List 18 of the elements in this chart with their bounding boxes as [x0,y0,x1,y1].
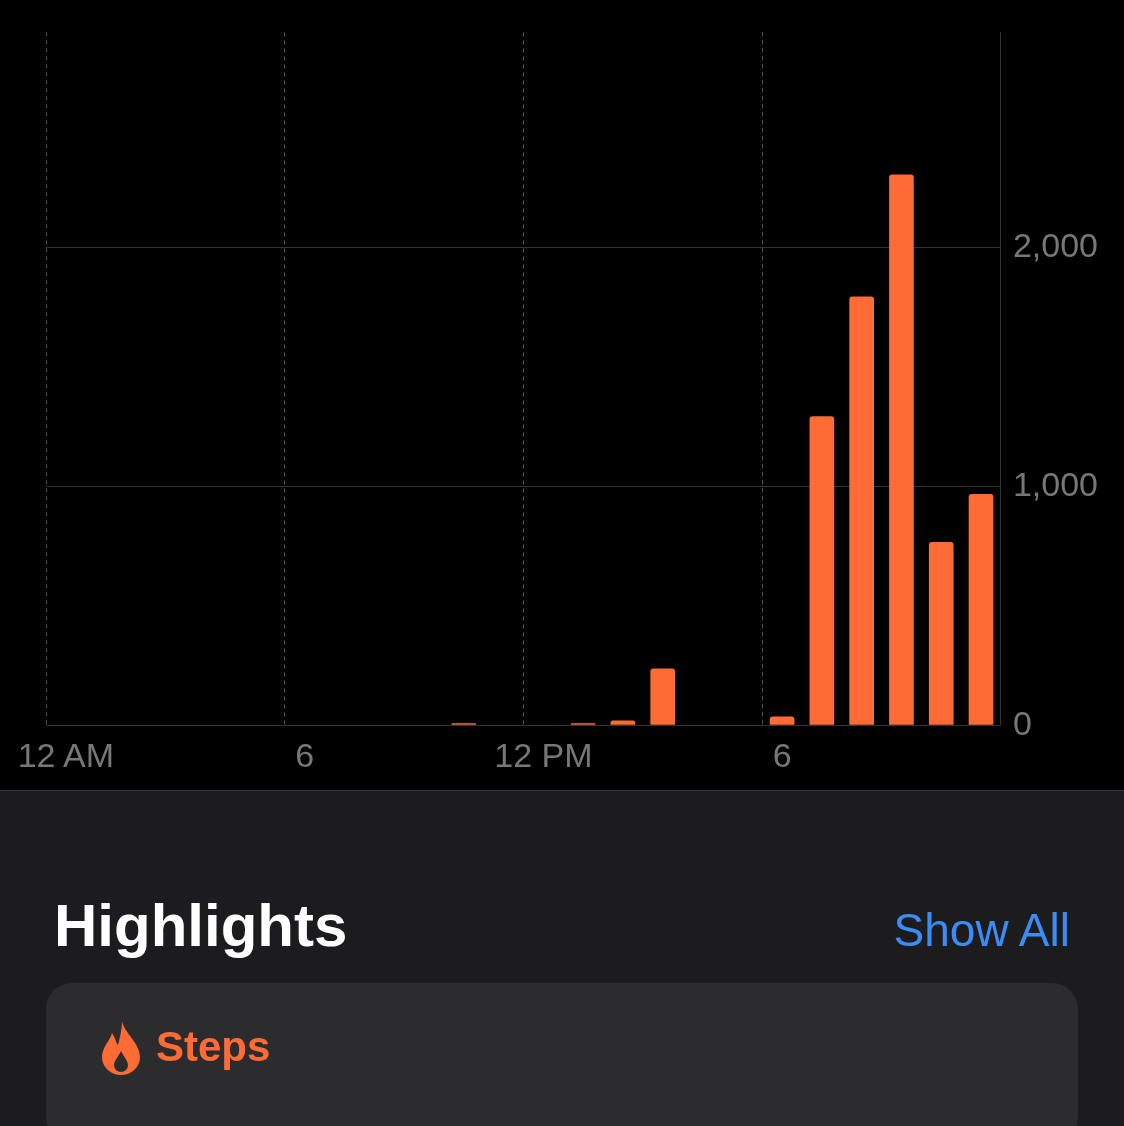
x-tick-label: 12 AM [17,735,115,774]
bar [769,716,795,725]
y-tick-label: 1,000 [1012,464,1099,503]
y-tick-label: 2,000 [1012,225,1099,264]
x-tick-label: 12 PM [494,735,593,774]
x-tick-label: 6 [295,735,315,774]
text: Show All [893,903,1070,957]
bar [928,541,954,725]
bar [650,668,676,725]
x-tick-label: 6 [772,735,792,774]
bar [968,493,994,725]
y-tick-label: 0 [1012,703,1032,742]
text: Steps [156,1023,271,1071]
bar [809,416,835,725]
text: Highlights [54,891,348,960]
bar [849,296,874,725]
bar [610,720,636,725]
bar [889,174,914,725]
